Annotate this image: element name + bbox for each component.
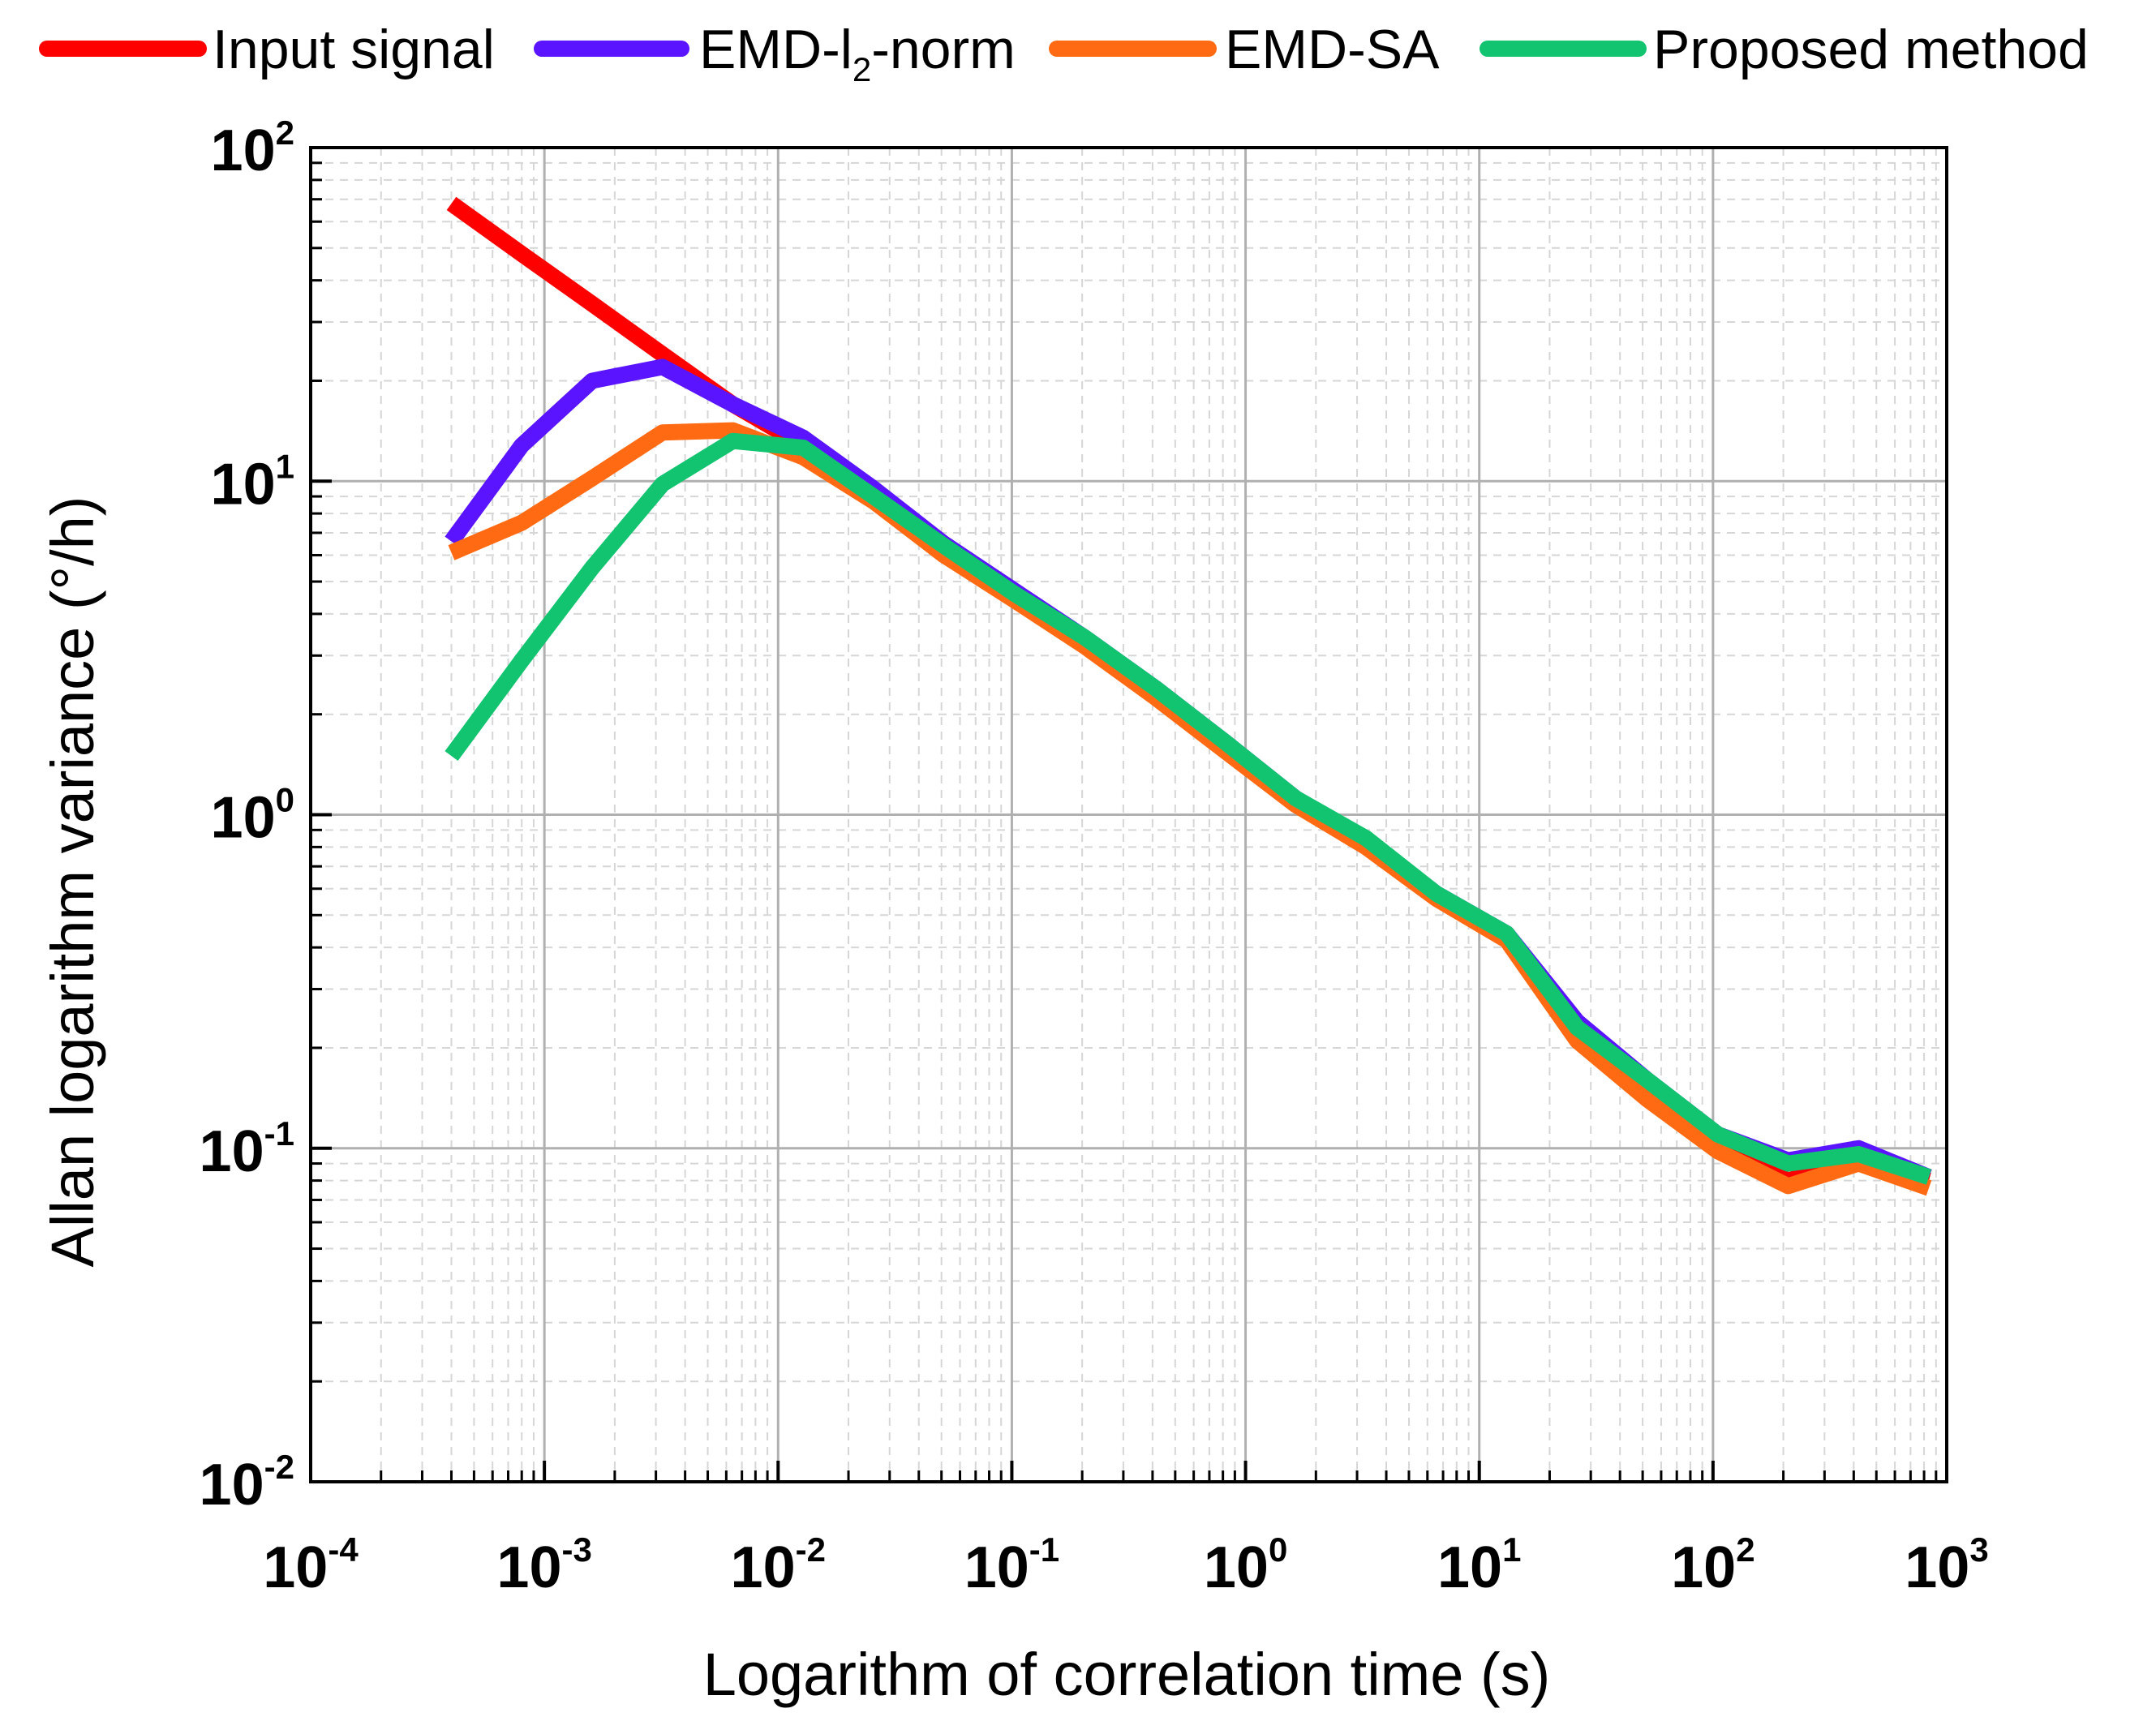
series-lines [445,196,1932,1196]
legend: Input signal EMD-l2-norm EMD-SA Proposed me… [39,19,2089,88]
x-tick-labels: 10-4 10-3 10-2 10-1 100 101 102 103 [263,1530,1988,1600]
legend-label-3: Proposed method [1653,19,2089,80]
y-tick-label: 101 [211,447,294,517]
series-line-3 [445,432,1932,1185]
y-tick-label: 10-2 [200,1448,294,1517]
x-tick-label: 101 [1437,1530,1521,1600]
x-tick-label: 102 [1671,1530,1754,1600]
x-tick-label: 100 [1204,1530,1287,1600]
x-tick-label: 10-4 [263,1530,359,1600]
y-tick-label: 100 [211,781,294,851]
y-tick-labels: 10-2 10-1 100 101 102 [200,114,294,1517]
y-tick-label: 102 [211,114,294,183]
y-axis-title: Allan logarithm variance (°/h) [39,496,106,1268]
axis-ticks [309,146,1948,1483]
x-tick-label: 10-1 [964,1530,1059,1600]
x-tick-label: 10-2 [731,1530,826,1600]
major-gridlines [311,148,1947,1482]
legend-label-1: EMD-l2-norm [699,19,1016,88]
legend-label-2: EMD-SA [1225,19,1440,80]
legend-label-0: Input signal [213,19,495,80]
x-axis-title: Logarithm of correlation time (s) [703,1641,1551,1708]
x-tick-label: 10-3 [496,1530,591,1600]
x-tick-label: 103 [1905,1530,1988,1600]
y-tick-label: 10-1 [200,1114,294,1184]
minor-gridlines [311,148,1947,1482]
